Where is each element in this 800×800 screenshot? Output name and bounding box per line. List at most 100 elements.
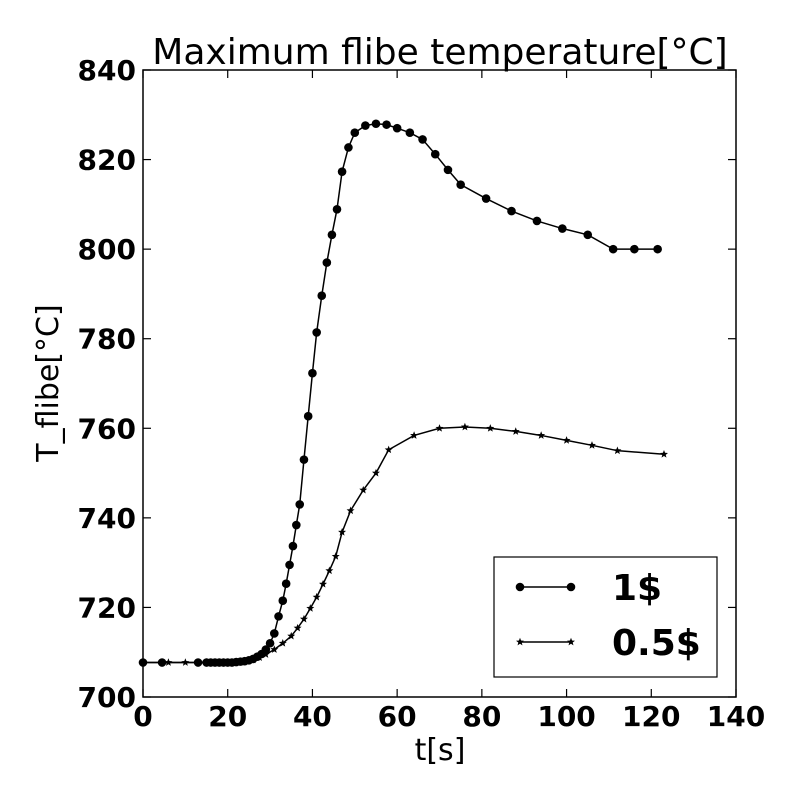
- data-point: [337, 167, 347, 176]
- data-point: [418, 135, 427, 144]
- axis-ticks: 0 20 40 60 80 100 120 140 700 720 740 760 780 800 820 8…: [78, 54, 766, 733]
- y-tick-label: 760: [78, 412, 136, 445]
- data-point: [281, 579, 291, 588]
- data-point: [405, 128, 415, 137]
- data-point: [350, 128, 360, 137]
- data-point: [460, 422, 469, 431]
- x-tick-label: 120: [622, 700, 680, 733]
- data-point: [249, 655, 258, 664]
- y-tick-label: 780: [78, 323, 136, 356]
- data-point: [270, 629, 279, 638]
- legend-entry-0: 1$: [515, 568, 662, 609]
- data-point: [278, 639, 287, 647]
- data-point: [306, 604, 315, 612]
- data-point: [299, 614, 308, 623]
- data-point: [219, 658, 228, 666]
- data-point: [312, 328, 321, 337]
- data-point: [308, 368, 317, 378]
- data-point: [242, 656, 251, 665]
- data-point: [295, 500, 305, 509]
- data-point: [299, 455, 309, 464]
- y-tick-label: 840: [78, 54, 136, 87]
- data-point: [319, 579, 328, 588]
- x-axis-label: t[s]: [415, 733, 466, 768]
- legend-marker: [566, 582, 576, 592]
- data-point: [430, 149, 440, 159]
- data-point: [317, 291, 327, 301]
- data-point: [583, 230, 593, 240]
- data-point: [303, 411, 313, 421]
- data-point: [331, 552, 340, 560]
- data-point: [608, 244, 618, 254]
- data-point: [227, 658, 236, 666]
- data-point: [288, 541, 298, 551]
- data-point: [346, 506, 355, 515]
- x-tick-label: 80: [462, 700, 501, 733]
- data-point: [312, 592, 321, 601]
- data-point: [332, 204, 342, 214]
- legend-label: 0.5$: [612, 623, 701, 664]
- data-point: [532, 216, 542, 226]
- y-tick-label: 700: [78, 681, 136, 714]
- data-point: [236, 657, 245, 666]
- data-point: [537, 431, 546, 439]
- data-point: [265, 638, 275, 648]
- data-point: [481, 194, 491, 203]
- data-point: [181, 658, 190, 666]
- legend-entry-1: 0.5$: [516, 623, 701, 664]
- data-point: [327, 230, 337, 240]
- data-point: [486, 424, 495, 432]
- x-tick-label: 60: [378, 700, 417, 733]
- data-point: [392, 123, 402, 133]
- data-point: [410, 431, 419, 439]
- data-point: [507, 206, 516, 216]
- x-tick-label: 40: [293, 700, 332, 733]
- data-point: [278, 596, 288, 606]
- data-point: [371, 468, 380, 477]
- data-point: [261, 650, 270, 658]
- data-point: [344, 143, 353, 152]
- plot-area: [138, 119, 668, 667]
- data-point: [613, 446, 622, 455]
- data-point: [384, 445, 393, 454]
- data-point: [274, 612, 283, 621]
- data-point: [653, 244, 662, 254]
- data-point: [293, 623, 302, 632]
- data-point: [322, 258, 332, 267]
- data-point: [443, 165, 453, 175]
- data-point: [558, 224, 567, 233]
- x-tick-label: 140: [707, 700, 765, 733]
- y-tick-label: 820: [78, 144, 136, 177]
- legend-label: 1$: [612, 568, 662, 609]
- data-point: [361, 121, 370, 130]
- data-point: [456, 180, 465, 189]
- data-point: [435, 424, 444, 432]
- chart-title: Maximum flibe temperature[°C]: [152, 32, 727, 73]
- legend-marker: [567, 637, 575, 646]
- data-point: [587, 441, 596, 449]
- legend: 1$ 0.5$: [493, 556, 718, 678]
- data-point: [255, 653, 264, 661]
- data-point: [371, 119, 381, 129]
- legend-box: [493, 556, 718, 678]
- data-point: [164, 658, 173, 666]
- data-point: [202, 658, 211, 666]
- y-tick-label: 740: [78, 502, 136, 535]
- x-tick-label: 20: [208, 700, 247, 733]
- data-point: [292, 520, 301, 530]
- data-point: [261, 645, 271, 654]
- data-point: [285, 560, 294, 570]
- plot-frame: [142, 69, 737, 698]
- data-point: [211, 658, 219, 666]
- data-point: [338, 527, 347, 536]
- x-tick-label: 100: [537, 700, 595, 733]
- series-1: [139, 422, 668, 666]
- data-point: [660, 450, 668, 458]
- data-point: [325, 566, 334, 575]
- y-tick-label: 800: [78, 233, 136, 266]
- data-point: [562, 436, 571, 444]
- data-point: [382, 120, 391, 129]
- data-point: [511, 427, 520, 435]
- data-point: [287, 631, 296, 640]
